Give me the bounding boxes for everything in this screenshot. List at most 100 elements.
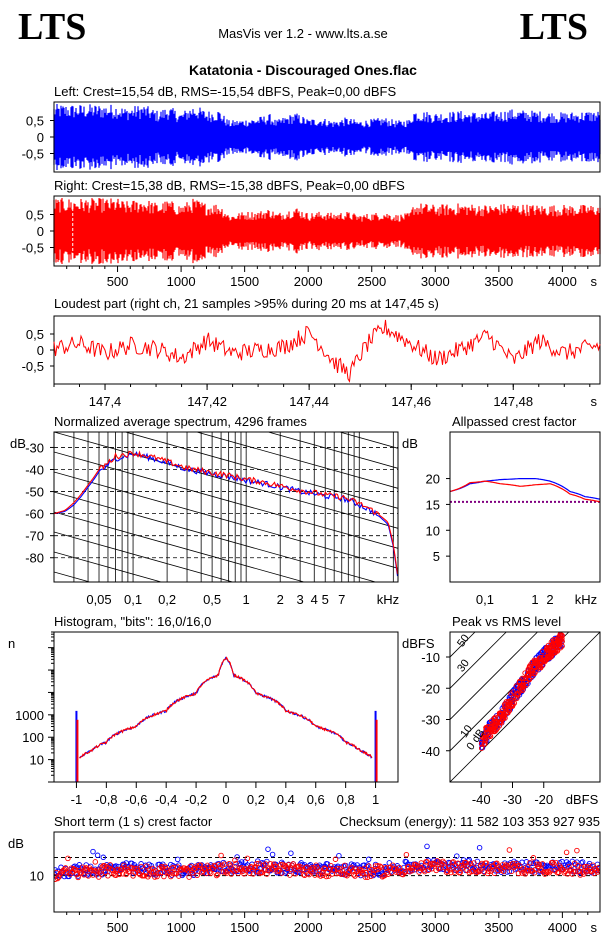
spectrum-frame — [53, 431, 399, 583]
short-crest-point-right — [236, 865, 243, 872]
peak-rms-point-right — [519, 685, 525, 691]
spectrum-slope-line — [54, 672, 398, 768]
right-waveform-xtick-4: 2500 — [357, 274, 386, 289]
spectrum-xtick-0: 0,05 — [86, 592, 111, 607]
short-crest-point-right — [185, 868, 191, 874]
short-crest-point-right — [332, 856, 339, 862]
short-crest-xtick-5: 3000 — [421, 920, 450, 935]
short-crest-point-right — [428, 866, 435, 872]
short-crest-point-right — [105, 873, 111, 879]
short-crest-xtick-0: 500 — [107, 920, 129, 935]
allpassed-ylabel: dB — [402, 436, 418, 451]
short-crest-point-right — [253, 860, 260, 867]
peak-rms-point-right — [532, 659, 538, 665]
peak-rms-point-right — [546, 655, 553, 661]
spectrum-slope-line — [54, 692, 398, 788]
peak-rms-point-right — [484, 726, 490, 732]
short-crest-point-right — [483, 860, 490, 866]
short-crest-checksum: Checksum (energy): 11 582 103 353 927 93… — [339, 814, 600, 829]
spectrum-ytick-5: -80 — [25, 551, 44, 566]
short-crest-point-right — [561, 870, 568, 876]
short-crest-point-right — [206, 869, 213, 875]
short-crest-point-right — [506, 847, 513, 853]
right-waveform-ytick-0: 0,5 — [26, 208, 44, 223]
peak-rms-point-right — [553, 646, 559, 652]
short-crest-point-right — [233, 860, 239, 867]
short-crest-point-right — [251, 865, 258, 871]
short-crest-ylabel: dB — [8, 836, 24, 851]
short-crest-point-right — [575, 863, 581, 869]
short-crest-point-right — [65, 855, 71, 862]
short-crest-point-right — [168, 873, 174, 880]
spectrum-slope-line — [123, 432, 398, 509]
short-crest-point-right — [313, 862, 319, 868]
spectrum-xtick-6: 3 — [297, 592, 304, 607]
peak-rms-point-right — [553, 644, 560, 650]
histogram-xtick-10: 1 — [372, 792, 379, 807]
short-crest-point-right — [238, 865, 245, 871]
spectrum-ytick-1: -40 — [25, 463, 44, 478]
peak-rms-point-right — [523, 682, 529, 688]
histogram-title: Histogram, "bits": 16,0/16,0 — [54, 614, 211, 629]
peak-rms-frame — [449, 631, 601, 783]
peak-rms-ytick-3: -40 — [421, 744, 440, 759]
short-crest-point-right — [128, 864, 134, 871]
peak-rms-point-right — [538, 654, 544, 661]
right-waveform-xtick-2: 1500 — [230, 274, 259, 289]
histogram-xtick-7: 0,4 — [277, 792, 295, 807]
short-crest-point-right — [365, 863, 372, 869]
short-crest-point-right — [319, 869, 325, 876]
file-name: Katatonia - Discouraged Ones.flac — [189, 62, 417, 78]
short-crest-point-right — [266, 865, 272, 872]
allpassed-title: Allpassed crest factor — [452, 414, 577, 429]
short-crest-xtick-2: 1500 — [230, 920, 259, 935]
short-crest-point-right — [486, 868, 492, 874]
right-waveform-envelope — [53, 198, 601, 264]
histogram-frame — [53, 631, 399, 783]
left-waveform-envelope — [53, 104, 601, 170]
peak-rms-xlabel: dBFS — [566, 792, 599, 807]
peak-rms-point-right — [559, 632, 565, 638]
right-waveform-xtick-0: 500 — [107, 274, 129, 289]
histogram-ylabel: n — [8, 636, 15, 651]
peak-rms-title: Peak vs RMS level — [452, 614, 561, 629]
short-crest-point-right — [409, 867, 415, 874]
histogram-xtick-6: 0,2 — [247, 792, 265, 807]
loudest-part-xtick-4: 147,48 — [493, 394, 533, 409]
right-waveform-xunit: s — [591, 274, 598, 289]
short-crest-point-right — [68, 865, 75, 871]
short-crest-point-left — [441, 861, 447, 868]
short-crest-point-right — [403, 851, 410, 858]
short-crest-xunit: s — [591, 920, 598, 935]
short-crest-point-left — [331, 864, 338, 870]
peak-rms-xtick-1: -30 — [503, 792, 522, 807]
peak-rms-point-right — [483, 738, 489, 744]
short-crest-point-right — [544, 869, 550, 876]
short-crest-point-right — [553, 860, 560, 866]
short-crest-point-right — [292, 871, 299, 877]
peak-rms-point-right — [556, 633, 562, 640]
short-crest-point-right — [142, 869, 149, 875]
short-crest-point-right — [154, 873, 160, 880]
allpassed-ytick-1: 15 — [426, 497, 440, 512]
loudest-part-ytick-1: 0 — [37, 343, 44, 358]
peak-rms-point-right — [508, 691, 514, 697]
short-crest-point-right — [370, 871, 377, 877]
short-crest-point-right — [563, 849, 570, 856]
peak-rms-point-right — [479, 740, 485, 747]
short-crest-point-right — [425, 867, 431, 874]
left-waveform-ytick-0: 0,5 — [26, 114, 44, 129]
short-crest-point-right — [311, 866, 317, 872]
spectrum-slope-line — [54, 471, 398, 569]
peak-rms-ylabel: dBFS — [402, 636, 435, 651]
short-crest-point-right — [244, 855, 251, 862]
short-crest-point-right — [303, 865, 309, 871]
peak-rms-point-right — [544, 645, 550, 652]
short-crest-xtick-4: 2500 — [357, 920, 386, 935]
short-crest-plot — [54, 843, 600, 882]
short-crest-point-right — [149, 865, 156, 872]
histogram-series-left — [79, 656, 373, 759]
loudest-part-title: Loudest part (right ch, 21 samples >95% … — [54, 296, 439, 311]
right-waveform-ytick-1: 0 — [37, 224, 44, 239]
short-crest-point-right — [98, 871, 104, 877]
